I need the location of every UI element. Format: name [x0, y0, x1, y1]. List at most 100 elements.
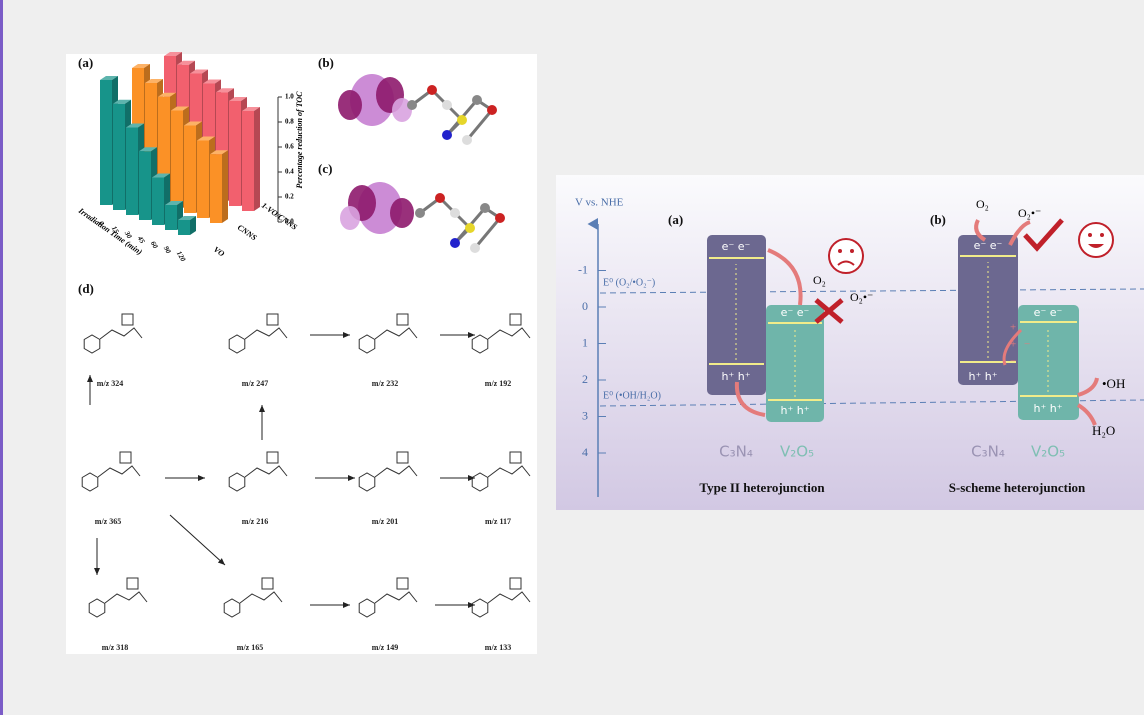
- atom: [495, 213, 505, 223]
- ring4: [396, 577, 409, 590]
- product-label: m/z 216: [242, 517, 268, 526]
- scheme-title: Type II heterojunction: [699, 480, 825, 495]
- panel-label: (b): [930, 212, 946, 227]
- time-label: 45: [135, 234, 146, 245]
- panel-label: (c): [318, 161, 332, 176]
- z-tick-label: 0.2: [285, 193, 294, 201]
- product-label: m/z 149: [372, 643, 398, 652]
- bar-front: [197, 140, 209, 218]
- ring: [358, 598, 376, 618]
- chain: [97, 465, 141, 478]
- scheme-title: S-scheme heterojunction: [949, 480, 1086, 495]
- svg-text:+: +: [1010, 322, 1016, 334]
- time-label: 60: [149, 240, 160, 250]
- ring4: [266, 451, 279, 464]
- panel-label: (d): [78, 281, 94, 296]
- bar-front: [113, 103, 125, 210]
- species: H₂O: [1092, 423, 1115, 438]
- orbital-lobe: [338, 90, 362, 120]
- z-tick-label: 0.6: [285, 143, 294, 151]
- bar: [242, 107, 260, 211]
- ring: [358, 334, 376, 354]
- species: O₂•⁻: [850, 290, 873, 304]
- bar-front: [210, 154, 222, 223]
- atom: [442, 130, 452, 140]
- atom: [462, 135, 472, 145]
- atom: [442, 100, 452, 110]
- v2o5-band: [1018, 305, 1079, 420]
- chain: [244, 327, 288, 340]
- product-label: m/z 318: [102, 643, 128, 652]
- product-label: m/z 192: [485, 379, 511, 388]
- orbital-lobe: [340, 206, 360, 230]
- product-label: m/z 365: [95, 517, 121, 526]
- atom: [450, 208, 460, 218]
- bar-front: [184, 125, 196, 213]
- bar-front: [229, 101, 241, 206]
- tick-label: -1: [578, 262, 588, 276]
- product-label: m/z 324: [97, 379, 123, 388]
- atom: [407, 100, 417, 110]
- product-label: m/z 201: [372, 517, 398, 526]
- ring4: [396, 451, 409, 464]
- electrons: e⁻ e⁻: [1034, 306, 1063, 319]
- chain: [374, 591, 418, 604]
- bar: [210, 150, 228, 223]
- species: •OH: [1102, 376, 1125, 391]
- product-label: m/z 232: [372, 379, 398, 388]
- bond: [473, 217, 502, 249]
- atom: [480, 203, 490, 213]
- time-label: 15: [110, 225, 121, 235]
- chain: [239, 591, 283, 604]
- bar: [178, 216, 196, 235]
- ring4: [509, 577, 522, 590]
- product-label: m/z 117: [485, 517, 511, 526]
- bar-side: [254, 107, 260, 211]
- bar-front: [139, 151, 151, 220]
- ring4: [509, 313, 522, 326]
- holes: h⁺ h⁺: [721, 370, 750, 383]
- edge: [0, 0, 3, 715]
- ring4: [121, 313, 134, 326]
- time-label: 30: [122, 229, 133, 240]
- product-label: m/z 133: [485, 643, 511, 652]
- material: V₂O₅: [1031, 443, 1065, 461]
- bar-front: [165, 205, 177, 230]
- axis-label: Percentage reduction of TOC: [295, 91, 304, 189]
- z-tick-label: 0.4: [285, 168, 294, 176]
- chain: [487, 591, 531, 604]
- atom: [435, 193, 445, 203]
- orbital-lobe: [390, 198, 414, 228]
- atom: [470, 243, 480, 253]
- atom: [472, 95, 482, 105]
- v2o5-band: [766, 305, 824, 422]
- chain: [487, 327, 531, 340]
- ring4: [509, 451, 522, 464]
- panel-label: (a): [78, 55, 93, 70]
- axis-label: V vs. NHE: [575, 197, 624, 209]
- c3n4-band: [958, 235, 1018, 385]
- svg-text:+: +: [1010, 339, 1016, 351]
- atom: [465, 223, 475, 233]
- potential-label: E⁰ (•OH/H₂O): [603, 390, 661, 401]
- ring: [228, 334, 246, 354]
- ring: [358, 472, 376, 492]
- ring4: [119, 451, 132, 464]
- ring: [471, 334, 489, 354]
- material: C₃N₄: [719, 443, 753, 461]
- bar-side: [222, 150, 228, 223]
- electrons: e⁻ e⁻: [974, 239, 1003, 252]
- holes: h⁺ h⁺: [1033, 402, 1062, 415]
- chain: [374, 465, 418, 478]
- ring4: [261, 577, 274, 590]
- chain: [244, 465, 288, 478]
- bar-front: [242, 111, 254, 211]
- bond: [465, 109, 494, 141]
- chain: [374, 327, 418, 340]
- tick-label: 4: [582, 445, 588, 459]
- species: O₂: [976, 197, 989, 211]
- tick-label: 1: [582, 335, 588, 349]
- ring4: [126, 577, 139, 590]
- species: O₂: [813, 273, 826, 287]
